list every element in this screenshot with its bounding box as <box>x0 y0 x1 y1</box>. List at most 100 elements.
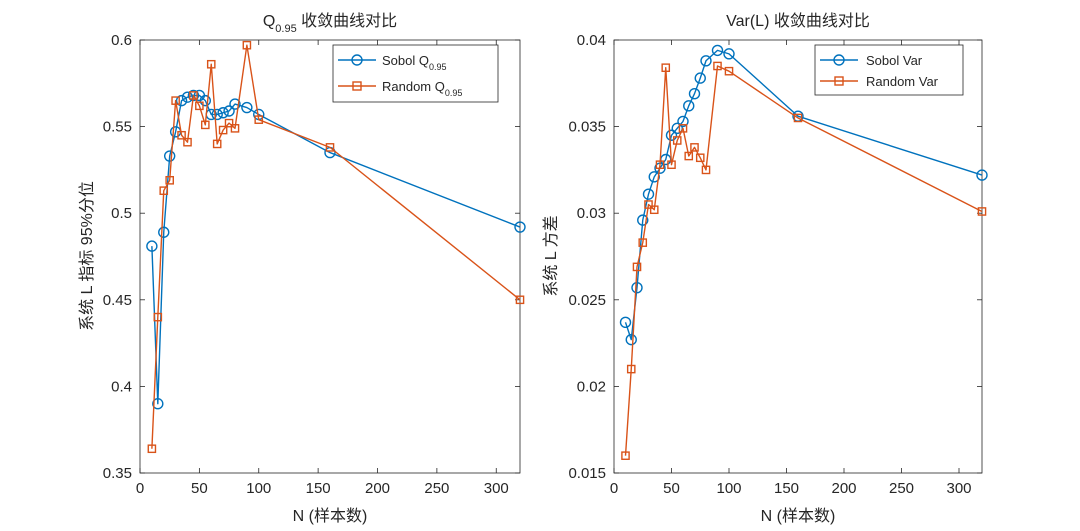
x-tick-label: 250 <box>424 480 449 497</box>
data-point-random-q0-95 <box>177 130 186 140</box>
data-point-sobol-q0-95 <box>211 108 223 121</box>
data-point-sobol-var <box>694 72 706 84</box>
data-point-random-var <box>621 451 630 460</box>
data-point-sobol-var <box>700 55 712 67</box>
x-tick-label: 150 <box>306 480 331 497</box>
data-point-sobol-var <box>683 100 695 112</box>
y-tick-label: 0.35 <box>103 465 132 482</box>
x-tick-label: 200 <box>365 480 390 497</box>
title-q-symbol: Q <box>263 13 275 30</box>
data-point-random-var <box>713 61 722 71</box>
data-point-random-var <box>793 113 803 123</box>
data-point-random-q0-95 <box>224 118 234 128</box>
y-tick-label: 0.035 <box>568 119 606 136</box>
data-point-random-q0-95 <box>171 96 180 105</box>
legend-marker-random-q <box>352 81 362 91</box>
legend-label-random-var: Random Var <box>866 74 939 89</box>
data-point-random-var <box>661 63 671 73</box>
plot-area-q095 <box>139 39 521 474</box>
data-point-sobol-q0-95 <box>146 240 158 252</box>
chart-title-var: Var(L) 收敛曲线对比 <box>726 12 870 30</box>
data-point-random-var <box>678 124 688 133</box>
data-point-sobol-var <box>648 171 660 183</box>
data-point-random-var <box>638 238 648 247</box>
legend-label-sobol-q: Sobol Q0.95 <box>382 53 447 72</box>
x-tick-label: 50 <box>191 480 208 497</box>
data-point-random-var <box>672 136 682 145</box>
data-point-sobol-var <box>976 169 988 181</box>
y-tick-label: 0.5 <box>111 205 132 222</box>
data-point-random-var <box>632 262 642 272</box>
data-point-sobol-q0-95 <box>181 91 194 103</box>
data-point-random-q0-95 <box>242 40 252 50</box>
data-point-random-var <box>644 200 653 209</box>
data-point-random-var <box>977 207 987 216</box>
data-point-sobol-q0-95 <box>241 101 253 114</box>
data-point-sobol-var <box>619 316 632 329</box>
data-point-random-q0-95 <box>153 312 163 322</box>
legend-label-sobol-var: Sobol Var <box>866 53 923 68</box>
data-point-random-q0-95 <box>325 143 335 152</box>
data-point-random-var <box>684 151 694 161</box>
x-tick-label: 300 <box>946 480 971 497</box>
chart-var: 0 50 100 150 200 250 300 0.015 0.02 0.025 0.03 0.0… <box>542 12 988 525</box>
legend-marker-sobol-q <box>351 54 363 66</box>
x-tick-label: 0 <box>136 480 144 497</box>
y-tick-label: 0.02 <box>577 378 606 395</box>
x-axis-label-q095: N (样本数) <box>293 507 368 525</box>
title-q-subscript: 0.95 <box>275 23 296 35</box>
data-point-sobol-var <box>642 188 655 200</box>
data-point-random-q0-95 <box>159 186 169 195</box>
y-tick-label: 0.4 <box>111 378 132 395</box>
y-tick-label: 0.45 <box>103 292 132 309</box>
data-point-sobol-q0-95 <box>223 105 235 117</box>
y-tick-label: 0.6 <box>111 32 132 49</box>
legend-sobol-q-main: Sobol Q <box>382 53 429 68</box>
data-point-sobol-var <box>711 44 724 57</box>
x-tick-label: 0 <box>610 480 618 497</box>
data-point-random-q0-95 <box>195 101 204 111</box>
series-line-random-var <box>624 65 983 456</box>
data-point-random-q0-95 <box>212 139 222 149</box>
data-point-random-q0-95 <box>206 59 216 69</box>
x-tick-label: 250 <box>889 480 914 497</box>
data-point-sobol-q0-95 <box>152 398 164 410</box>
chart-title-q095: Q0.95 收敛曲线对比 <box>263 12 397 35</box>
data-point-sobol-var <box>625 333 637 346</box>
data-point-random-var <box>655 160 665 170</box>
legend-marker-sobol-var <box>833 54 845 66</box>
data-point-random-var <box>695 153 705 163</box>
data-point-sobol-q0-95 <box>514 221 526 233</box>
data-point-sobol-q0-95 <box>199 94 212 107</box>
legend-label-random-q: Random Q0.95 <box>382 79 462 98</box>
data-point-sobol-q0-95 <box>158 226 170 238</box>
y-tick-label: 0.025 <box>568 292 606 309</box>
legend-box-q095 <box>332 44 499 103</box>
legend-box-var <box>814 44 964 96</box>
legend-random-q-sub: 0.95 <box>445 88 463 98</box>
data-point-random-q0-95 <box>147 444 157 454</box>
data-point-random-var <box>667 160 676 170</box>
x-tick-label: 100 <box>716 480 741 497</box>
data-point-random-var <box>649 205 659 215</box>
x-tick-label: 150 <box>774 480 799 497</box>
y-axis-label-q095: 系统 L 指标 95%分位 <box>78 181 96 331</box>
legend-marker-random-var <box>834 76 844 86</box>
data-point-sobol-var <box>631 281 643 294</box>
data-point-sobol-q0-95 <box>163 150 176 162</box>
x-tick-label: 200 <box>831 480 856 497</box>
legend-sobol-q-sub: 0.95 <box>429 62 447 72</box>
title-q-text: 收敛曲线对比 <box>297 12 397 30</box>
legend-random-q-main: Random Q <box>382 79 445 94</box>
data-point-random-var <box>626 364 636 374</box>
data-point-sobol-var <box>723 48 735 60</box>
data-point-random-var <box>724 66 734 76</box>
y-tick-label: 0.04 <box>577 32 606 49</box>
data-point-sobol-q0-95 <box>229 98 241 110</box>
data-point-sobol-q0-95 <box>175 94 188 107</box>
data-point-sobol-var <box>637 214 649 226</box>
data-point-random-var <box>701 165 711 175</box>
series-line-random-q0-95 <box>151 44 521 449</box>
y-tick-label: 0.55 <box>103 119 132 136</box>
